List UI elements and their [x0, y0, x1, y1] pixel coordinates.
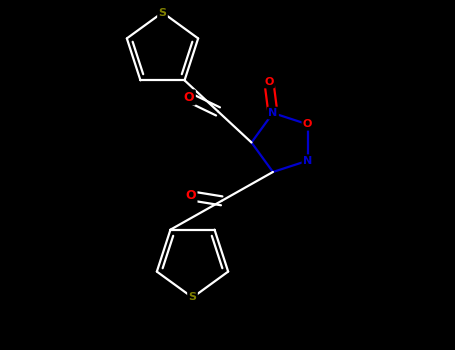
- Text: O: O: [184, 91, 194, 104]
- Text: N: N: [268, 108, 278, 118]
- Text: O: O: [264, 77, 273, 87]
- Text: N: N: [303, 156, 312, 166]
- Text: O: O: [185, 189, 196, 202]
- Text: O: O: [303, 119, 312, 129]
- Text: S: S: [188, 293, 197, 302]
- Text: S: S: [158, 7, 167, 18]
